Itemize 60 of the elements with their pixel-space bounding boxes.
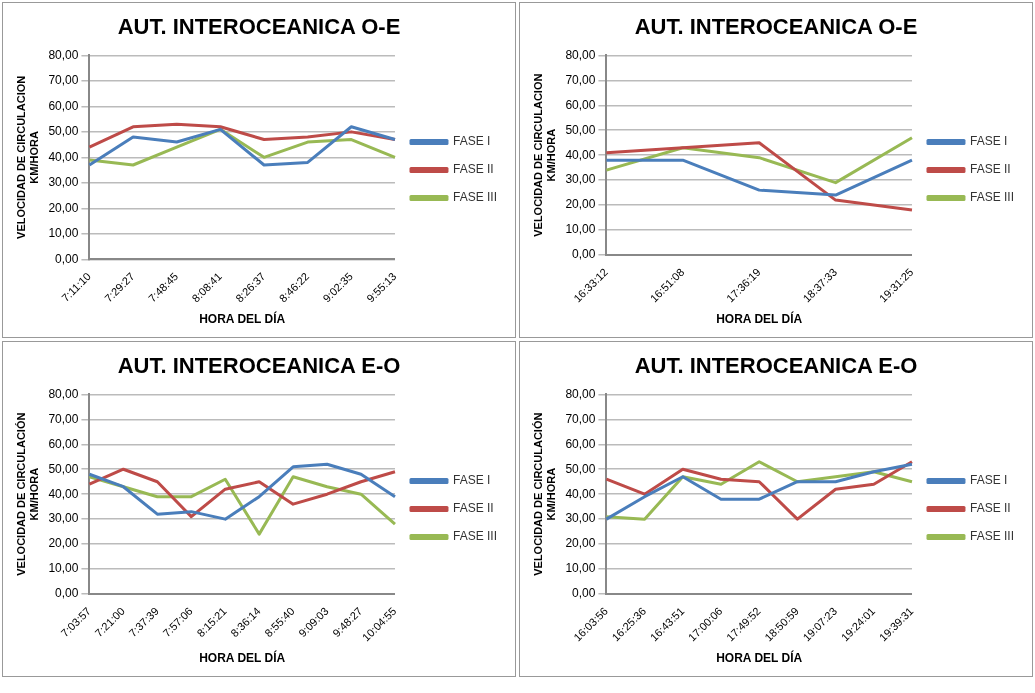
legend-label: FASE I — [452, 134, 491, 149]
y-tick-label: 80,00 — [565, 386, 596, 401]
x-axis-title: HORA DEL DÍA — [716, 650, 803, 666]
y-tick-label: 20,00 — [48, 536, 79, 551]
y-tick-label: 20,00 — [565, 536, 596, 551]
legend-label: FASE I — [969, 134, 1008, 149]
y-tick-label: 0,00 — [55, 251, 79, 266]
y-tick-label: 70,00 — [565, 411, 596, 426]
y-tick-label: 60,00 — [565, 97, 596, 112]
y-tick-label: 70,00 — [48, 411, 79, 426]
chart-title: AUT. INTEROCEANICA O-E — [634, 14, 918, 40]
legend-label: FASE III — [969, 190, 1014, 205]
y-tick-label: 40,00 — [48, 486, 79, 501]
y-tick-label: 30,00 — [565, 511, 596, 526]
y-tick-label: 0,00 — [55, 586, 79, 601]
y-tick-label: 50,00 — [48, 124, 79, 139]
y-tick-label: 20,00 — [565, 197, 596, 212]
legend-label: FASE II — [452, 162, 494, 177]
y-tick-label: 10,00 — [565, 561, 596, 576]
y-tick-label: 50,00 — [48, 461, 79, 476]
y-tick-label: 80,00 — [48, 47, 79, 62]
legend-label: FASE III — [452, 190, 497, 205]
y-tick-label: 40,00 — [565, 486, 596, 501]
chart-title: AUT. INTEROCEANICA E-O — [117, 353, 401, 379]
y-tick-label: 40,00 — [48, 149, 79, 164]
y-tick-label: 30,00 — [565, 172, 596, 187]
y-tick-label: 10,00 — [565, 222, 596, 237]
x-axis-title: HORA DEL DÍA — [199, 311, 286, 327]
y-tick-label: 70,00 — [565, 72, 596, 87]
legend-label: FASE II — [969, 501, 1011, 516]
y-axis-title: VELOCIDAD DE CIRCULACION KM/HORA — [531, 73, 557, 237]
y-tick-label: 50,00 — [565, 461, 596, 476]
y-tick-label: 10,00 — [48, 561, 79, 576]
y-tick-label: 40,00 — [565, 147, 596, 162]
y-tick-label: 20,00 — [48, 200, 79, 215]
legend-label: FASE II — [452, 501, 494, 516]
legend-label: FASE I — [969, 473, 1008, 488]
y-tick-label: 80,00 — [48, 386, 79, 401]
y-tick-label: 30,00 — [48, 511, 79, 526]
legend-label: FASE II — [969, 162, 1011, 177]
y-axis-title: VELOCIDAD DE CIRCULACIÓN KM/HORA — [14, 412, 40, 576]
x-axis-title: HORA DEL DÍA — [199, 650, 286, 666]
y-tick-label: 30,00 — [48, 175, 79, 190]
y-tick-label: 10,00 — [48, 226, 79, 241]
x-axis-title: HORA DEL DÍA — [716, 311, 803, 327]
y-tick-label: 80,00 — [565, 47, 596, 62]
y-tick-label: 60,00 — [48, 436, 79, 451]
legend-label: FASE III — [452, 529, 497, 544]
legend-label: FASE I — [452, 473, 491, 488]
chart-title: AUT. INTEROCEANICA E-O — [634, 353, 918, 379]
y-axis-title: VELOCIDAD DE CIRCULACION KM/HORA — [14, 75, 40, 239]
legend-label: FASE III — [969, 529, 1014, 544]
y-tick-label: 0,00 — [572, 247, 596, 262]
chart-title: AUT. INTEROCEANICA O-E — [117, 14, 401, 40]
y-tick-label: 60,00 — [565, 436, 596, 451]
y-tick-label: 50,00 — [565, 122, 596, 137]
y-tick-label: 70,00 — [48, 73, 79, 88]
y-tick-label: 60,00 — [48, 98, 79, 113]
y-axis-title: VELOCIDAD DE CIRCULACIÓN KM/HORA — [531, 412, 557, 576]
y-tick-label: 0,00 — [572, 586, 596, 601]
